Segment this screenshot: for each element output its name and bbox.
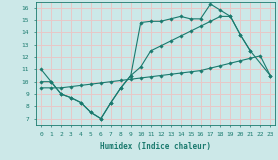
X-axis label: Humidex (Indice chaleur): Humidex (Indice chaleur) <box>100 142 211 151</box>
